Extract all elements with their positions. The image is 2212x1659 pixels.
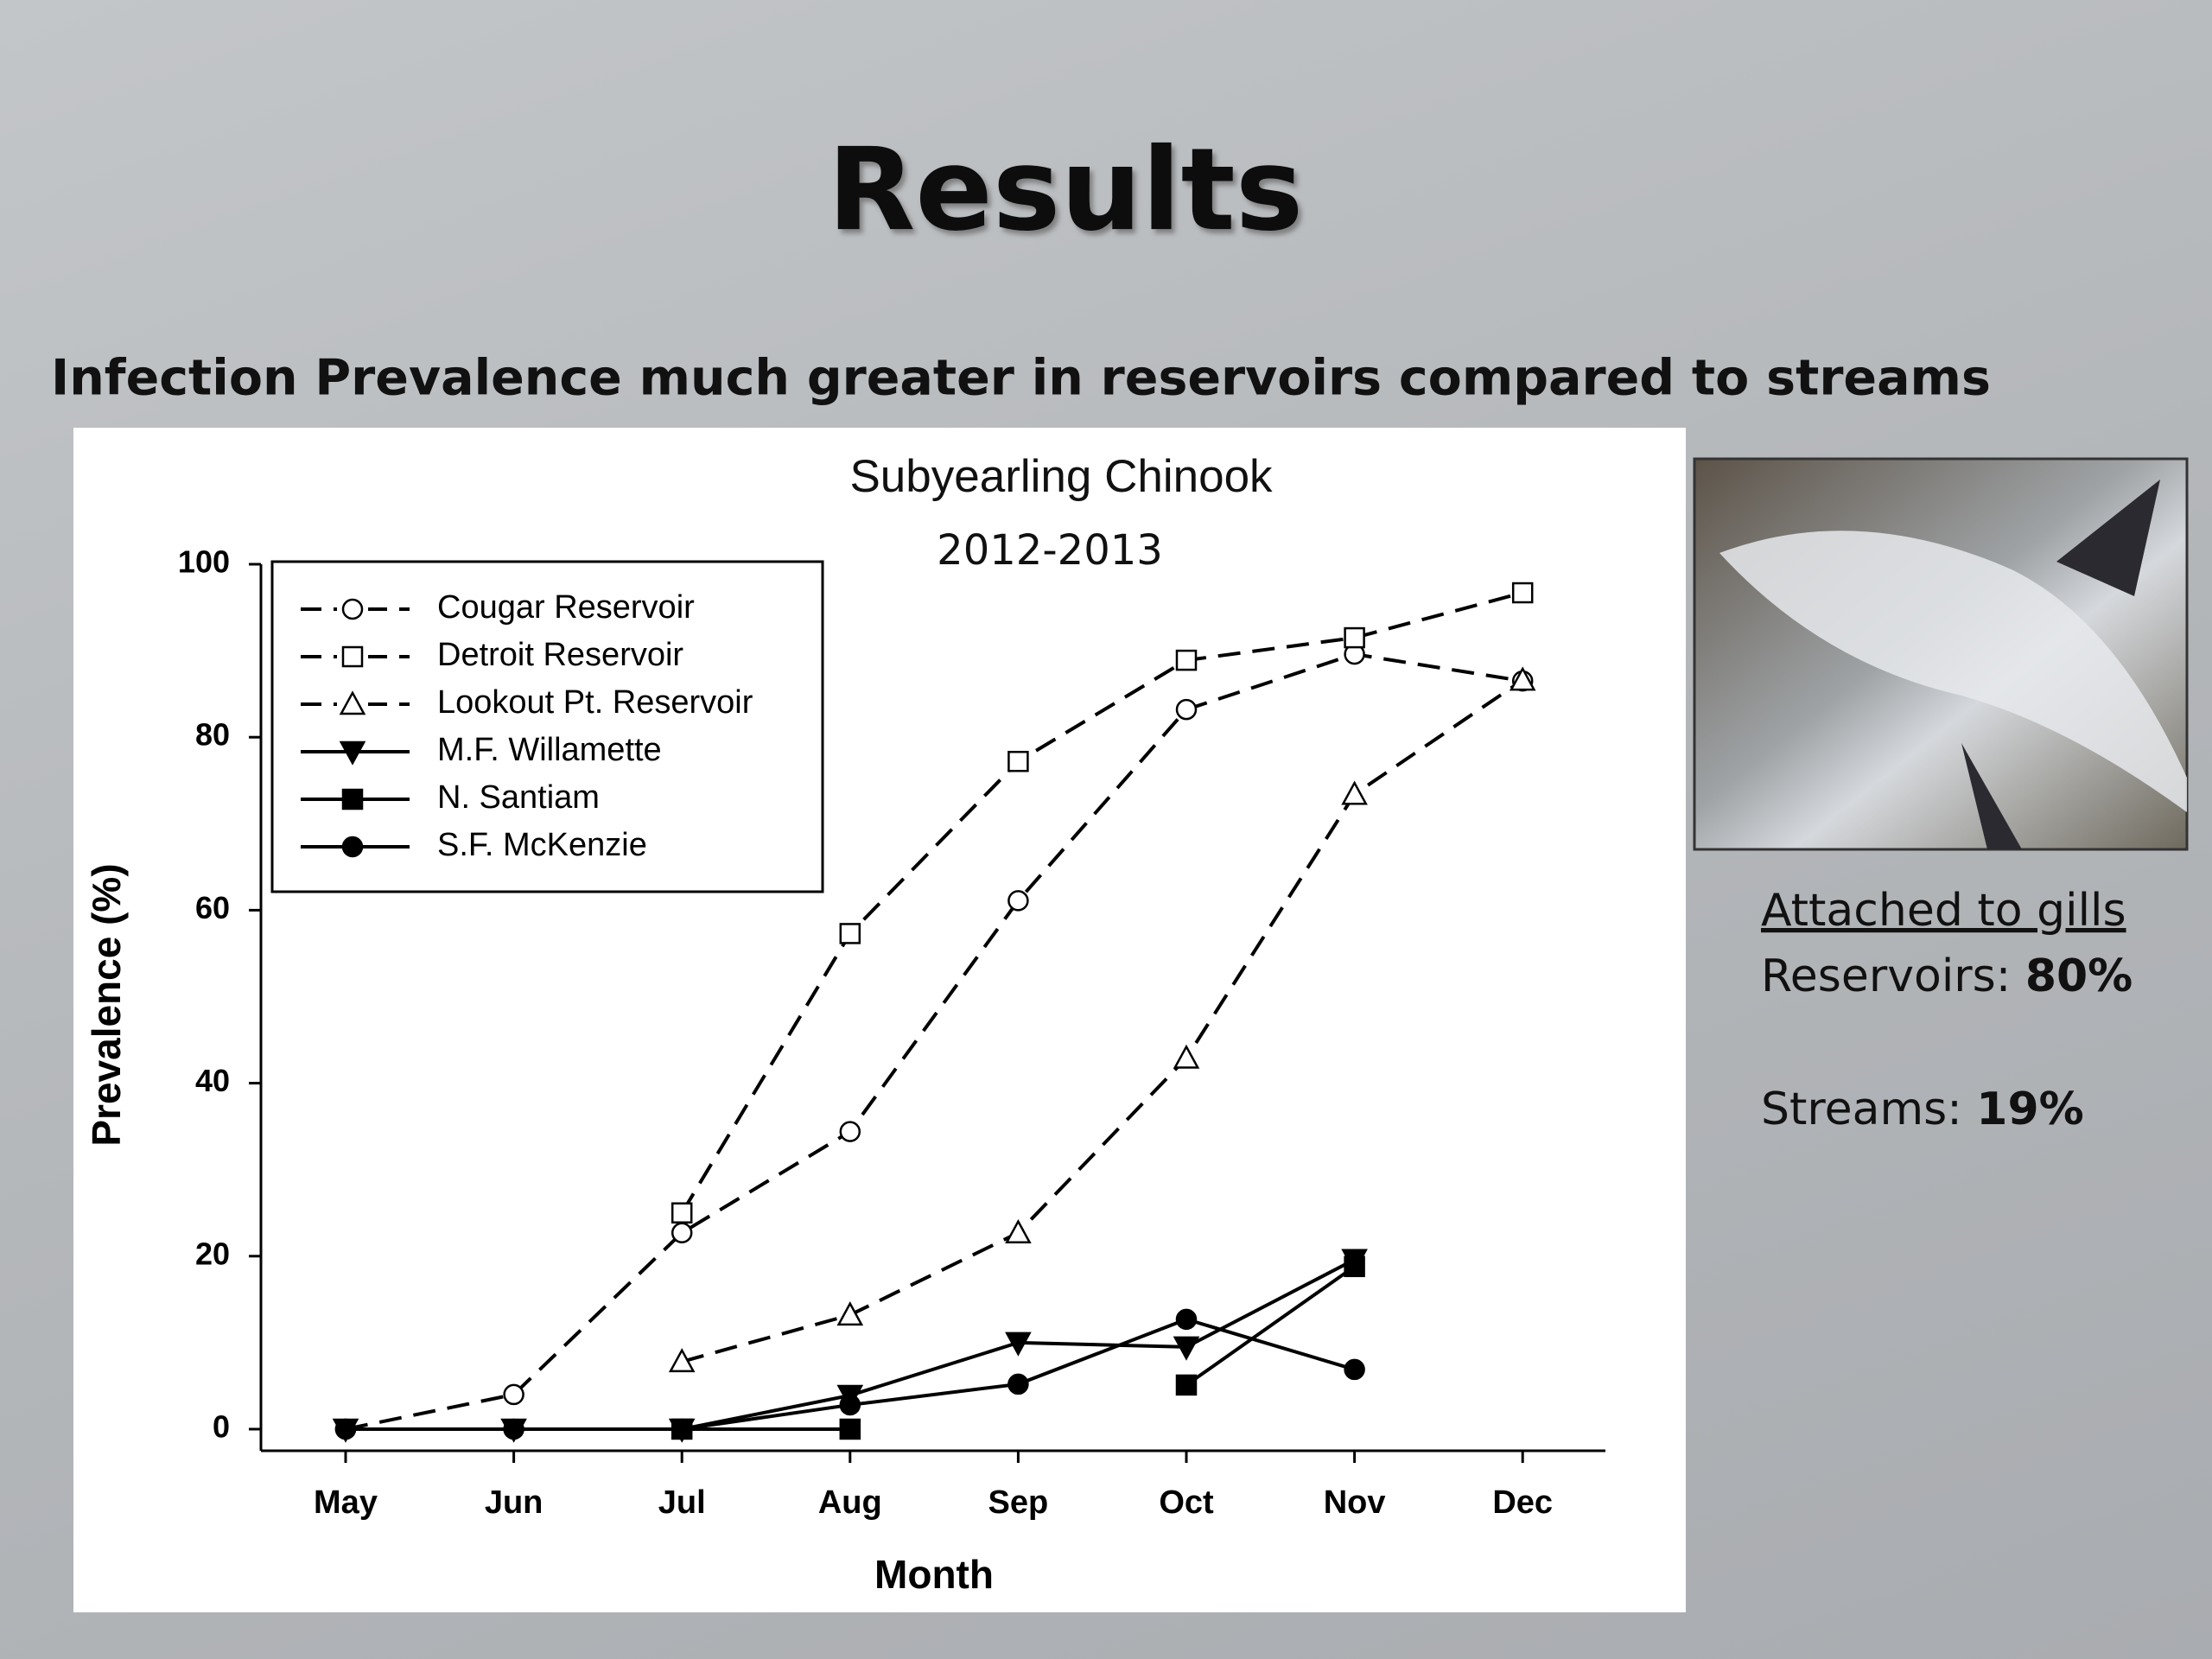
x-tick-label: May <box>314 1484 378 1521</box>
x-tick-label: Jun <box>485 1484 543 1521</box>
series-line <box>682 1265 1356 1431</box>
data-point <box>503 1383 524 1406</box>
data-point <box>836 1301 864 1326</box>
data-point <box>1005 1218 1032 1243</box>
side-heading: Attached to gills <box>1761 885 2126 937</box>
legend-marker <box>339 741 366 766</box>
data-point <box>1344 626 1365 649</box>
series-line <box>681 678 1524 1363</box>
data-point <box>839 1121 861 1142</box>
slide-title: Results <box>828 124 1304 257</box>
legend-marker <box>341 645 364 668</box>
y-tick-label: 0 <box>213 1408 230 1444</box>
data-point <box>839 1418 861 1440</box>
y-tick-label: 80 <box>195 717 230 753</box>
data-point <box>839 923 861 944</box>
legend-label: Lookout Pt. Reservoir <box>437 684 753 721</box>
data-point <box>1007 890 1029 912</box>
legend-label: Cougar Reservoir <box>437 589 695 626</box>
legend-marker <box>341 836 364 858</box>
data-point <box>1509 666 1536 691</box>
data-point <box>1173 1336 1200 1361</box>
x-tick-label: Nov <box>1324 1484 1386 1521</box>
data-point <box>334 1418 357 1440</box>
data-point <box>671 1222 693 1244</box>
legend-marker <box>341 598 364 620</box>
fish-photo <box>1693 457 2189 851</box>
data-point <box>671 1418 693 1440</box>
legend-label: M.F. Willamette <box>437 732 662 768</box>
series-line <box>680 591 1523 1214</box>
data-point <box>1175 698 1198 721</box>
chart-subtitle: 2012-2013 <box>937 526 1163 575</box>
legend-marker <box>341 788 364 810</box>
data-point <box>1344 1255 1365 1278</box>
value: 80% <box>2025 950 2133 1002</box>
data-point <box>839 1394 861 1416</box>
data-point <box>1341 780 1368 805</box>
legend-label: Detroit Reservoir <box>437 637 683 673</box>
slide-subtitle: Infection Prevalence much greater in res… <box>51 350 1991 407</box>
side-reservoirs: Reservoirs: 80% <box>1761 950 2133 1002</box>
label: Reservoirs: <box>1761 950 2025 1002</box>
x-tick-label: Jul <box>658 1484 706 1521</box>
value: 19% <box>1976 1084 2083 1135</box>
data-point <box>668 1348 696 1373</box>
x-tick-label: Aug <box>818 1484 882 1521</box>
data-point <box>1173 1044 1200 1069</box>
y-tick-label: 60 <box>195 890 230 925</box>
y-tick-label: 100 <box>178 544 230 580</box>
data-point <box>1005 1332 1032 1357</box>
data-point <box>1007 750 1029 772</box>
data-point <box>1344 1358 1365 1381</box>
data-point <box>503 1418 524 1440</box>
x-tick-label: Sep <box>988 1484 1049 1521</box>
x-tick-label: Oct <box>1159 1484 1214 1521</box>
data-point <box>1007 1373 1029 1395</box>
side-streams: Streams: 19% <box>1761 1084 2084 1135</box>
y-axis-label: Prevalence (%) <box>84 863 129 1146</box>
legend-marker <box>339 690 366 715</box>
data-point <box>1175 1308 1198 1331</box>
x-tick-label: Dec <box>1492 1484 1553 1521</box>
label: Streams: <box>1761 1084 1976 1135</box>
y-tick-label: 20 <box>195 1236 230 1271</box>
legend-label: S.F. McKenzie <box>437 827 647 863</box>
legend-label: N. Santiam <box>437 779 600 816</box>
legend-box <box>270 560 824 893</box>
data-point <box>1175 1374 1198 1396</box>
data-point <box>1175 649 1198 671</box>
data-point <box>1511 582 1534 604</box>
series-line <box>345 652 1523 1431</box>
data-point <box>671 1202 693 1224</box>
y-tick-label: 40 <box>195 1063 230 1098</box>
x-axis-label: Month <box>874 1552 994 1597</box>
chart-title: Subyearling Chinook <box>849 451 1273 502</box>
